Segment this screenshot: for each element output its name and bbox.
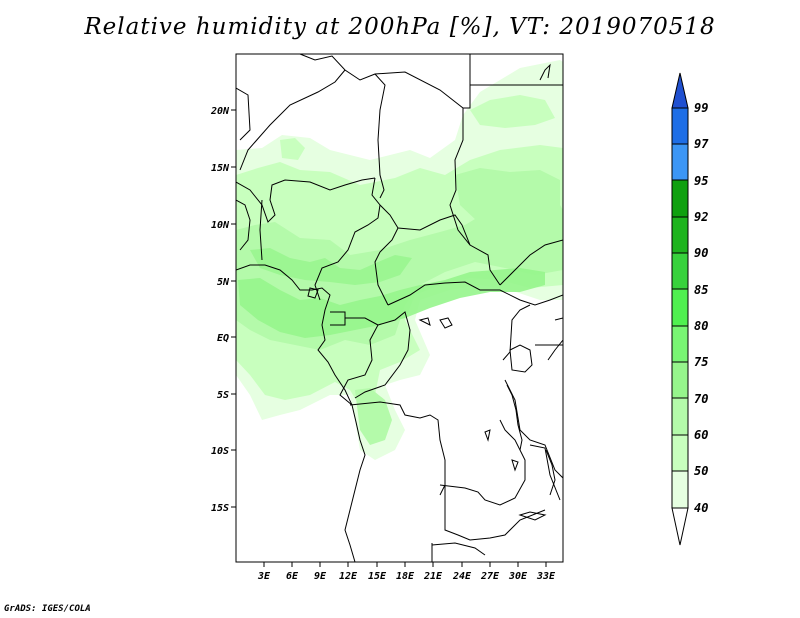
rh-60-region-east: [455, 168, 560, 235]
humidity-field: [236, 60, 563, 460]
lat-label: 20N: [210, 106, 230, 117]
colorbar-label: 97: [694, 137, 709, 151]
lake-tanganyika: [506, 384, 523, 451]
colorbar-labels: 99 97 95 92 90 85 80 75 70 60 50 40: [694, 101, 709, 515]
border-car-drc: [387, 281, 563, 306]
colorbar-segment: [671, 288, 689, 327]
lat-label: 5N: [217, 277, 230, 288]
coastline: [236, 63, 563, 562]
colorbar-segment: [671, 397, 689, 436]
colorbar-top-arrow: [671, 72, 689, 109]
colorbar-label: 70: [694, 392, 708, 406]
border-gabon-congo: [339, 317, 379, 406]
colorbar-segment: [671, 434, 689, 472]
colorbar-label: 92: [694, 210, 708, 224]
colorbar-label: 99: [694, 101, 708, 115]
colorbar-label: 90: [694, 246, 708, 260]
colorbar-segment: [671, 179, 689, 218]
lake-patch-3: [484, 429, 491, 442]
colorbar-segment: [671, 107, 689, 145]
border-libya-chad: [299, 54, 386, 199]
border-chad-sudan: [449, 108, 501, 286]
border-benin: [236, 199, 251, 251]
lat-label: 10S: [211, 446, 229, 457]
border-zambia-angola: [444, 485, 546, 541]
lon-label: 3E: [257, 571, 271, 582]
map-frame: [235, 53, 564, 563]
lat-label: 15N: [211, 163, 230, 174]
colorbar-label: 95: [694, 174, 708, 188]
border-drc-angola: [349, 401, 446, 496]
rh-50-region-northeast: [470, 95, 555, 128]
atlantic-coast: [236, 264, 366, 562]
colorbar-segment: [671, 216, 689, 254]
colorbar-label: 50: [694, 464, 708, 478]
border-south-sudan: [499, 239, 563, 286]
border-algeria-niger: [239, 69, 346, 171]
rh-50-patch: [280, 138, 305, 160]
latitude-axis: [231, 109, 236, 508]
colorbar-label: 40: [694, 501, 708, 515]
lake-malawi: [545, 449, 556, 496]
lake-turkana: [554, 317, 563, 321]
border-tanzania: [504, 379, 563, 479]
lake-kariba: [518, 511, 547, 521]
lat-label: 15S: [211, 503, 229, 514]
colorbar-label: 85: [694, 283, 708, 297]
colorbar-segment: [671, 470, 689, 509]
country-borders: [236, 54, 563, 562]
border-togo: [259, 199, 263, 261]
longitude-labels: 3E 6E 9E 12E 15E 18E 21E 24E 27E 30E 33E: [257, 571, 556, 582]
border-congo-drc: [354, 311, 411, 399]
border-caprivi: [431, 542, 486, 556]
lon-label: 9E: [314, 571, 327, 582]
colorbar-label: 80: [694, 319, 708, 333]
border-uganda: [502, 304, 531, 361]
lon-label: 6E: [286, 571, 299, 582]
border-malawi: [529, 444, 561, 501]
colorbar-bottom-arrow: [671, 507, 689, 546]
lon-label: 12E: [339, 571, 358, 582]
colorbar-segment: [671, 361, 689, 399]
grads-credit: GrADS: IGES/COLA: [4, 604, 91, 614]
colorbar-label: 60: [694, 428, 708, 442]
latitude-labels: 20N 15N 10N 5N EQ 5S 10S 15S: [210, 106, 230, 514]
lake-mweru: [511, 459, 519, 472]
rh-70-region-north: [250, 248, 412, 285]
bioko-island: [307, 287, 319, 299]
nile-delta: [539, 63, 551, 81]
lat-label: 5S: [217, 390, 229, 401]
border-chad-car-east: [397, 214, 471, 246]
border-nigeria-cameroon: [314, 177, 381, 301]
border-chad-car: [374, 204, 399, 306]
colorbar-segment: [671, 325, 689, 363]
border-drc-zambia: [439, 419, 526, 506]
colorbar: [671, 72, 689, 546]
lon-label: 18E: [396, 571, 415, 582]
lon-label: 24E: [452, 571, 472, 582]
lon-label: 15E: [368, 571, 387, 582]
longitude-axis: [263, 562, 547, 567]
colorbar-segment: [671, 252, 689, 290]
lake-patch-2: [418, 317, 431, 326]
lake-victoria-outline: [547, 339, 563, 361]
lat-label: 10N: [211, 220, 230, 231]
map-title: Relative humidity at 200hPa [%], VT: 201…: [84, 14, 716, 40]
border-libya-egypt: [374, 54, 471, 109]
colorbar-label: 75: [694, 355, 708, 369]
border-mali: [236, 87, 251, 141]
lake-victoria: [509, 344, 533, 373]
lon-label: 33E: [536, 571, 556, 582]
lat-label: EQ: [217, 333, 229, 344]
lon-label: 21E: [423, 571, 443, 582]
lon-label: 30E: [508, 571, 528, 582]
lon-label: 27E: [480, 571, 500, 582]
colorbar-segment: [671, 143, 689, 181]
lake-patch-1: [439, 317, 453, 329]
